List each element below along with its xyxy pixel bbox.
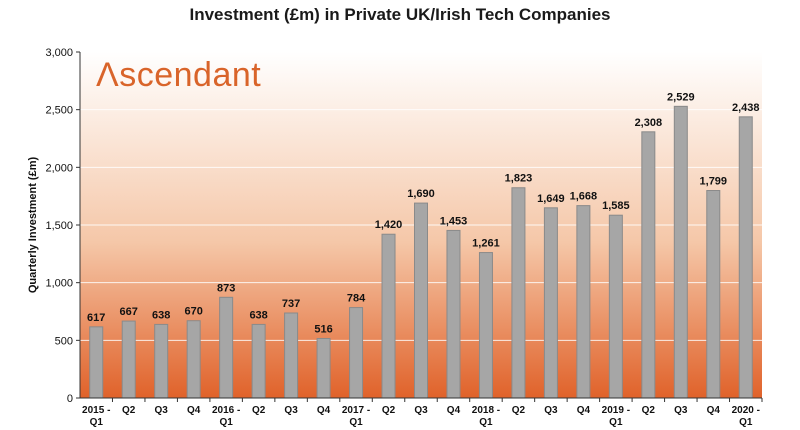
bar [706,190,721,399]
data-label: 1,690 [407,188,435,200]
bar [738,116,753,399]
data-label: 1,261 [472,238,500,250]
x-tick-label: Q3 [155,405,169,416]
bar [543,207,558,399]
y-tick-label: 0 [67,393,73,405]
x-tick-label: Q4 [187,405,201,416]
x-tick-label: Q3 [414,405,428,416]
data-label: 617 [87,312,105,324]
logo-mark: Λ [96,56,120,94]
data-label: 670 [184,306,202,318]
ascendant-logo: Λscendant [96,56,261,96]
x-tick-label: Q2 [382,405,396,416]
y-tick-label: 500 [55,335,73,347]
y-tick-label: 3,000 [45,47,73,59]
data-label: 638 [249,309,267,321]
x-tick-label: Q2 [122,405,136,416]
data-label: 667 [120,306,138,318]
data-label: 516 [314,323,332,335]
logo-text: scendant [119,56,262,94]
y-tick-label: 2,000 [45,162,73,174]
x-tick-label: Q3 [284,405,298,416]
x-tick-label: Q4 [577,405,591,416]
bar [284,312,299,399]
data-label: 2,438 [732,102,760,114]
data-label: 737 [282,298,300,310]
x-tick-label: Q1 [739,417,753,428]
bar [186,320,201,399]
data-label: 2,308 [635,117,663,129]
data-label: 784 [347,293,366,305]
chart-title: Investment (£m) in Private UK/Irish Tech… [189,5,611,24]
x-tick-label: Q1 [609,417,623,428]
bar [154,323,169,399]
y-tick-label: 2,500 [45,105,73,117]
x-tick-label: Q3 [674,405,688,416]
bar [89,326,104,399]
x-tick-label: Q2 [642,405,656,416]
bar [381,233,396,399]
bar [608,214,623,399]
x-tick-label: 2019 - [602,405,630,416]
data-label: 2,529 [667,91,695,103]
data-label: 1,668 [570,191,598,203]
data-label: 1,649 [537,193,565,205]
bar [219,296,234,399]
y-tick-label: 1,000 [45,278,73,290]
bar [316,337,331,399]
x-tick-label: Q1 [90,417,104,428]
x-tick-label: Q1 [349,417,363,428]
x-tick-label: Q2 [252,405,266,416]
x-tick-label: 2018 - [472,405,500,416]
y-axis-label: Quarterly Investment (£m) [27,157,39,294]
data-label: 1,453 [440,215,468,227]
data-label: 1,799 [700,176,728,188]
y-axis: 0 500 1,000 1,500 2,000 2,500 3,000 [45,47,81,405]
bar [251,323,266,399]
x-tick-label: 2017 - [342,405,370,416]
data-label: 1,420 [375,219,403,231]
x-tick-label: Q3 [544,405,558,416]
data-label: 1,585 [602,200,630,212]
bar [349,307,364,399]
bar [414,202,428,399]
x-tick-label: Q4 [707,405,721,416]
bar [576,205,591,399]
bar [673,105,688,399]
y-tick-label: 1,500 [45,220,73,232]
x-tick-label: Q1 [219,417,233,428]
bar [121,320,136,399]
bar [511,187,526,399]
data-label: 1,823 [505,173,533,185]
bar [641,131,656,399]
x-tick-label: Q4 [447,405,461,416]
x-tick-label: Q4 [317,405,331,416]
bar [446,229,461,399]
x-tick-label: 2020 - [732,405,760,416]
bar [478,252,493,399]
data-label: 638 [152,309,170,321]
x-tick-label: Q2 [512,405,526,416]
x-tick-label: Q1 [479,417,493,428]
x-tick-label: 2015 - [82,405,110,416]
data-label: 873 [217,282,235,294]
x-tick-label: 2016 - [212,405,240,416]
